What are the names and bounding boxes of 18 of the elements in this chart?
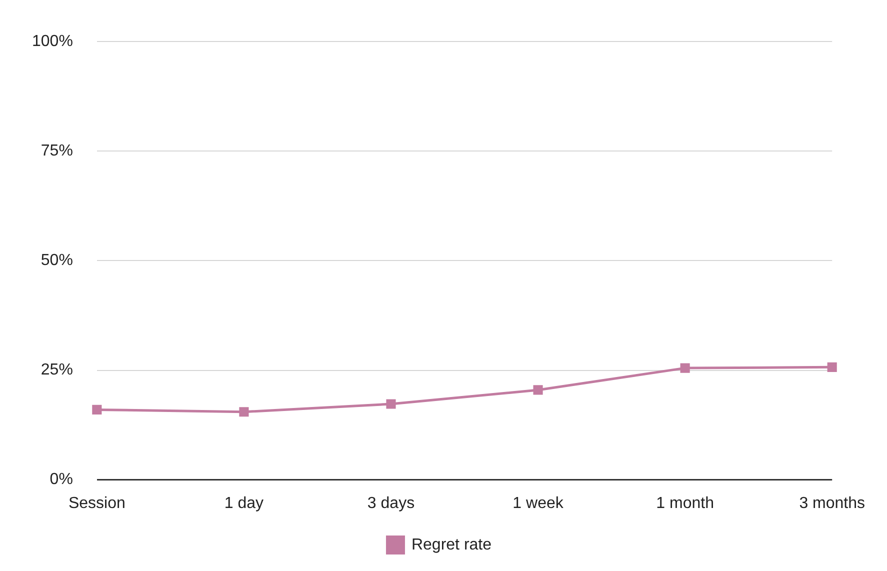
point <box>533 385 543 395</box>
x-tick-label: 3 days <box>367 494 415 512</box>
x-tick-label: Session <box>68 494 126 512</box>
point <box>680 363 690 373</box>
point <box>92 404 102 414</box>
x-tick-label: 1 month <box>656 494 714 512</box>
y-tick-label: 100% <box>32 33 73 50</box>
x-tick-label: 1 week <box>512 494 564 512</box>
x-tick-label: 3 months <box>799 494 865 512</box>
point <box>386 399 396 409</box>
point <box>239 407 249 417</box>
y-tick-label: 50% <box>40 252 73 270</box>
y-tick-label: 75% <box>40 142 73 160</box>
legend-label: Regret rate <box>411 536 492 554</box>
point <box>827 362 837 372</box>
y-tick-label: 0% <box>50 471 73 488</box>
x-tick-label: 1 day <box>224 494 264 512</box>
y-tick-label: 25% <box>40 362 73 379</box>
